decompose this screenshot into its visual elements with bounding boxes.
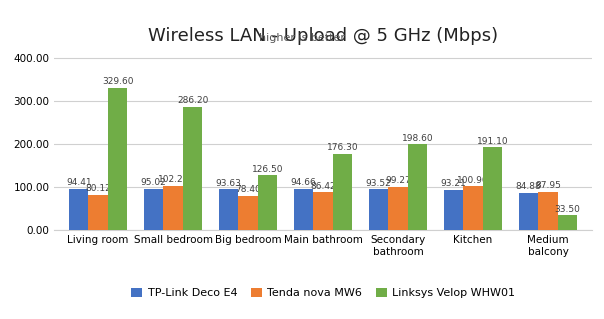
Text: 78.40: 78.40 [236, 185, 261, 194]
Text: 93.63: 93.63 [216, 179, 242, 188]
Text: higher is better: higher is better [259, 33, 345, 43]
Text: 94.66: 94.66 [291, 178, 316, 187]
Bar [483, 147, 503, 230]
Bar [69, 189, 88, 230]
Text: 87.95: 87.95 [535, 181, 561, 190]
Text: 329.60: 329.60 [102, 77, 133, 86]
Text: 93.52: 93.52 [366, 179, 391, 188]
Bar [313, 192, 333, 230]
Text: 93.21: 93.21 [441, 179, 466, 188]
Text: 80.12: 80.12 [85, 184, 111, 194]
Text: 95.02: 95.02 [141, 178, 167, 187]
Text: 198.60: 198.60 [402, 134, 434, 143]
Text: 102.20: 102.20 [158, 175, 189, 184]
Bar [538, 192, 558, 230]
Text: 100.90: 100.90 [457, 175, 489, 185]
Bar [219, 189, 239, 230]
Text: 86.42: 86.42 [310, 182, 336, 191]
Bar [258, 175, 277, 230]
Bar [164, 186, 183, 230]
Text: 33.50: 33.50 [554, 204, 580, 213]
Legend: TP-Link Deco E4, Tenda nova MW6, Linksys Velop WHW01: TP-Link Deco E4, Tenda nova MW6, Linksys… [127, 285, 519, 302]
Text: 191.10: 191.10 [477, 137, 509, 146]
Text: 99.27: 99.27 [385, 176, 411, 185]
Bar [183, 107, 202, 230]
Bar [108, 88, 127, 230]
Text: 126.50: 126.50 [252, 165, 283, 174]
Text: 84.88: 84.88 [516, 182, 542, 191]
Bar [408, 144, 428, 230]
Bar [88, 195, 108, 230]
Bar [444, 189, 463, 230]
Bar [294, 189, 313, 230]
Bar [369, 189, 388, 230]
Bar [333, 154, 352, 230]
Bar [519, 193, 538, 230]
Bar [558, 215, 577, 230]
Title: Wireless LAN - Upload @ 5 GHz (Mbps): Wireless LAN - Upload @ 5 GHz (Mbps) [148, 27, 498, 45]
Bar [463, 186, 483, 230]
Bar [239, 196, 258, 230]
Bar [144, 189, 164, 230]
Text: 94.41: 94.41 [66, 178, 92, 187]
Text: 176.30: 176.30 [327, 143, 358, 152]
Text: 286.20: 286.20 [177, 96, 208, 105]
Bar [388, 187, 408, 230]
